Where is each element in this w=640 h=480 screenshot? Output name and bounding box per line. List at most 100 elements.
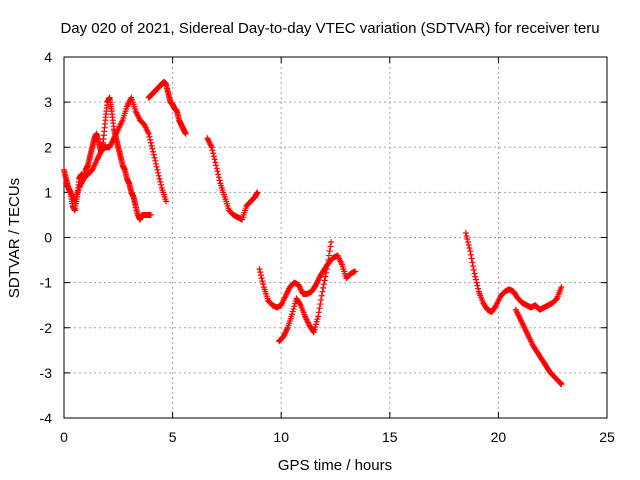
data-point [470,263,477,270]
data-point [291,303,298,310]
data-point [464,236,471,243]
data-point [321,277,328,284]
y-tick-label: 3 [44,94,52,110]
data-point [209,147,216,154]
data-point [163,198,170,205]
data-point [291,300,298,307]
data-point [319,288,326,295]
series-track-3 [145,78,189,137]
data-point [317,301,324,308]
data-point [470,266,477,273]
series-track-6 [276,239,335,345]
data-point [474,282,481,289]
data-point [147,139,154,146]
series-track-8 [512,306,565,388]
data-point [153,163,160,170]
y-tick-label: 0 [44,230,52,246]
data-point [151,154,158,161]
y-tick-label: -4 [40,410,53,426]
x-tick-label: 10 [273,429,289,445]
y-tick-label: -1 [40,275,53,291]
data-point [469,259,476,266]
data-point [472,273,479,280]
data-point [318,296,325,303]
data-point [152,160,159,167]
data-series [61,78,565,388]
data-point [323,266,330,273]
data-point [312,321,319,328]
data-point [257,272,264,279]
data-point [472,276,479,283]
data-point [259,278,266,285]
data-point [256,266,263,273]
data-point [208,144,215,151]
data-point [475,285,482,292]
data-point [210,150,217,157]
data-point [290,305,297,312]
data-point [149,145,156,152]
data-point [462,229,469,236]
series-track-5 [256,252,359,311]
x-tick-label: 25 [599,429,615,445]
data-point [182,130,189,137]
data-point [150,148,157,155]
x-tick-label: 5 [169,429,177,445]
data-point [320,281,327,288]
plot-frame [63,56,608,419]
data-point [311,326,318,333]
data-point [145,130,152,137]
series-track-4 [204,135,261,223]
data-point [210,153,217,160]
data-point [322,273,329,280]
x-tick-label: 20 [491,429,507,445]
data-point [326,248,333,255]
data-point [155,169,162,176]
data-point [147,136,154,143]
data-point [352,268,359,275]
data-point [157,178,164,185]
y-tick-label: -2 [40,320,53,336]
data-point [215,174,222,181]
x-axis-label: GPS time / hours [278,457,392,474]
series-track-2 [63,94,170,205]
data-point [254,189,261,196]
data-point [147,211,154,218]
data-point [463,232,470,239]
data-point [318,292,325,299]
data-point [320,284,327,291]
data-point [314,316,321,323]
data-point [154,166,161,173]
data-point [312,323,319,330]
data-point [313,318,320,325]
series-track-7 [462,229,565,315]
y-tick-label: 4 [44,49,52,65]
y-tick-label: -3 [40,365,53,381]
data-point [214,168,221,175]
data-point [471,270,478,277]
data-point [260,281,267,288]
data-point [156,175,163,182]
data-point [465,242,472,249]
data-point [310,329,317,336]
data-point [467,248,474,255]
data-point [150,151,157,158]
data-point [152,157,159,164]
data-point [211,156,218,163]
data-point [146,133,153,140]
data-point [148,142,155,149]
data-point [155,172,162,179]
x-tick-label: 15 [382,429,398,445]
data-point [257,269,264,276]
data-point [558,284,565,291]
data-point [289,308,296,315]
data-point [327,243,334,250]
data-point [258,275,265,282]
data-point [215,171,222,178]
data-point [289,311,296,318]
data-point [464,239,471,246]
data-point [212,159,219,166]
data-point [558,381,565,388]
data-point [325,252,332,259]
data-point [323,269,330,276]
y-tick-label: 1 [44,184,52,200]
